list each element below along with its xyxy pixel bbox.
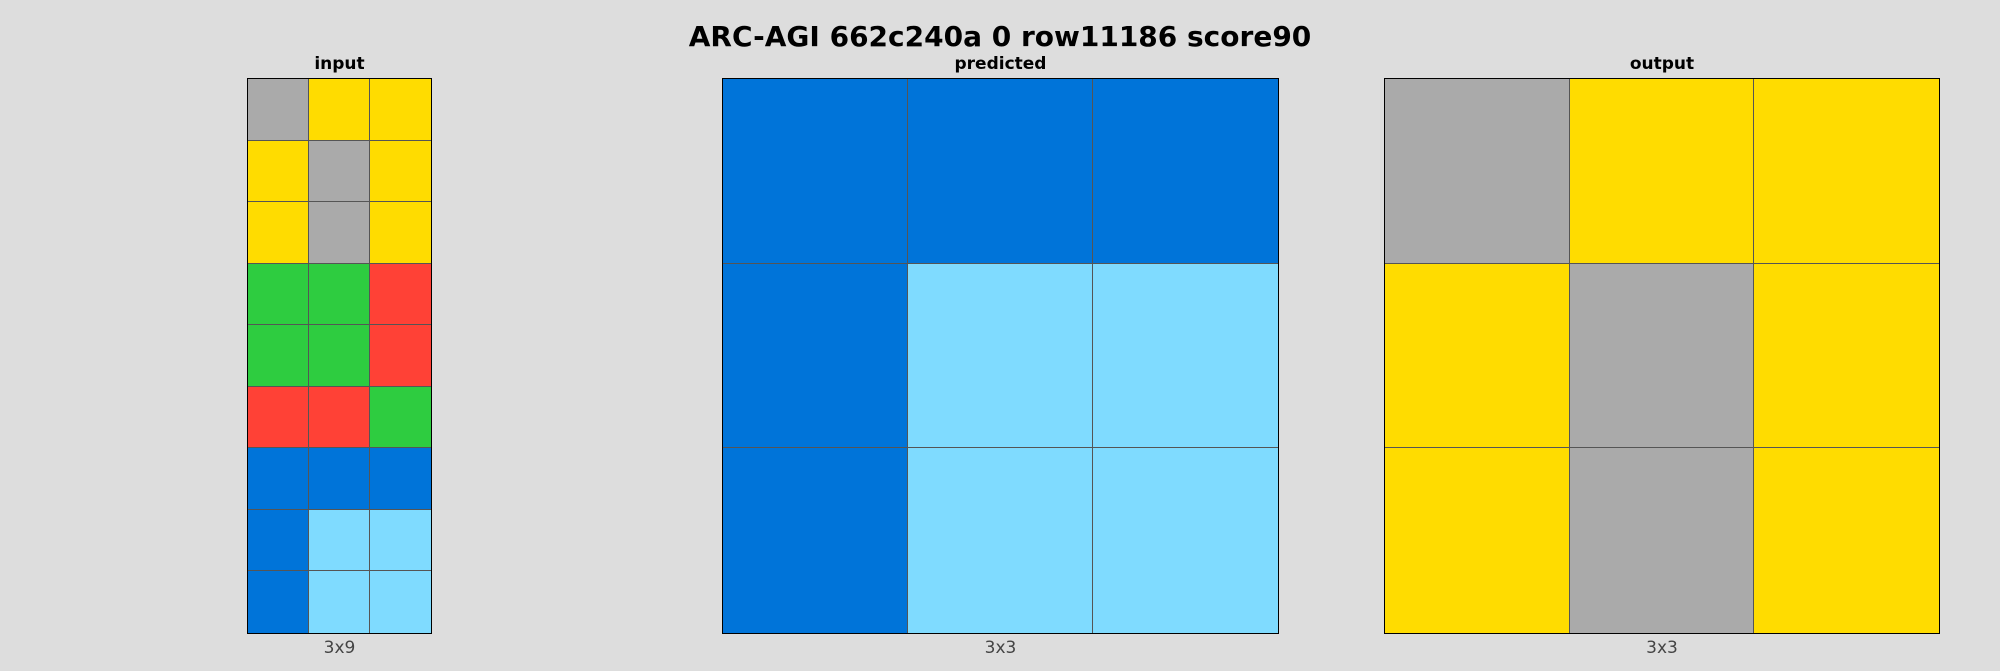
output-grid-cell [1385, 79, 1570, 264]
input-grid-cell [248, 263, 309, 326]
input-grid-cell [309, 325, 370, 387]
output-panel-label: output [1629, 54, 1695, 74]
output-grid-cell [1569, 263, 1755, 449]
output-grid-dimensions: 3x3 [1646, 638, 1678, 658]
figure-title: ARC-AGI 662c240a 0 row11186 score90 [688, 20, 1312, 53]
input-grid-cell [309, 202, 370, 264]
input-grid-cell [370, 448, 431, 510]
input-grid-cell [370, 140, 431, 203]
input-grid-cell [248, 202, 309, 264]
predicted-grid-cell [908, 79, 1093, 264]
input-grid-cell [370, 79, 431, 141]
input-grid-cell [248, 325, 309, 387]
predicted-grid-cell [723, 79, 908, 264]
input-grid-cell [370, 386, 431, 449]
input-panel-label: input [314, 54, 365, 74]
predicted-panel-label: predicted [954, 54, 1047, 74]
output-grid-cell [1569, 79, 1755, 264]
predicted-grid-cell [723, 448, 908, 633]
input-grid-cell [248, 140, 309, 203]
input-grid-cell [309, 79, 370, 141]
predicted-grid-cell [723, 263, 908, 449]
predicted-grid-cell [1093, 263, 1278, 449]
input-grid-cell [309, 571, 370, 633]
predicted-grid-cell [1093, 448, 1278, 633]
input-grid-cell [248, 386, 309, 449]
input-grid-cell [248, 79, 309, 141]
input-grid-cell [309, 386, 370, 449]
output-grid-cell [1754, 79, 1939, 264]
input-grid-cell [309, 140, 370, 203]
input-grid-cell [370, 571, 431, 633]
input-grid-cell [370, 202, 431, 264]
output-grid-cell [1569, 448, 1755, 633]
predicted-grid-dimensions: 3x3 [984, 638, 1017, 658]
input-grid-cell [248, 571, 309, 633]
input-grid-cell [309, 263, 370, 326]
input-grid-dimensions: 3x9 [323, 638, 356, 658]
input-grid-cell [248, 509, 309, 572]
predicted-grid-cell [908, 448, 1093, 633]
input-grid-cell [370, 509, 431, 572]
output-grid-cell [1754, 448, 1939, 633]
output-grid-cell [1385, 263, 1570, 449]
input-grid-cell [309, 448, 370, 510]
predicted-grid [722, 78, 1279, 634]
input-grid-cell [370, 325, 431, 387]
predicted-grid-cell [1093, 79, 1278, 264]
predicted-grid-cell [908, 263, 1093, 449]
output-grid-cell [1754, 263, 1939, 449]
input-grid-cell [309, 509, 370, 572]
input-grid-cell [370, 263, 431, 326]
input-grid-cell [248, 448, 309, 510]
output-grid-cell [1385, 448, 1570, 633]
output-grid [1384, 78, 1940, 634]
input-grid [247, 78, 432, 634]
